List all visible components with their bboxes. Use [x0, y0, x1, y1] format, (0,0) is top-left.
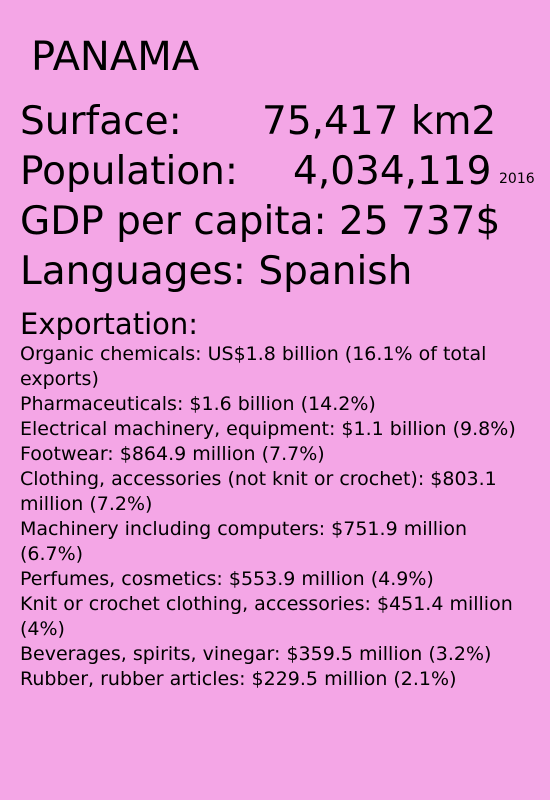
export-item: Organic chemicals: US$1.8 billion (16.1%… [20, 343, 487, 390]
export-item: Pharmaceuticals: $1.6 billion (14.2%) [20, 393, 376, 415]
export-item: Rubber, rubber articles: $229.5 million … [20, 668, 457, 690]
country-name: PANAMA [31, 34, 200, 80]
export-item: Beverages, spirits, vinegar: $359.5 mill… [20, 643, 492, 665]
population-label: Population: [20, 149, 239, 194]
languages: Languages: Spanish [20, 249, 413, 294]
population-value: 4,034,119 [293, 149, 492, 194]
gdp-per-capita: GDP per capita: 25 737$ [20, 199, 501, 244]
export-item: Machinery including computers: $751.9 mi… [20, 518, 467, 565]
export-item: Perfumes, cosmetics: $553.9 million (4.9… [20, 568, 434, 590]
surface-label: Surface: [20, 99, 182, 144]
export-item: Electrical machinery, equipment: $1.1 bi… [20, 418, 516, 440]
population-year: 2016 [499, 171, 535, 187]
export-item: Clothing, accessories (not knit or croch… [20, 468, 497, 515]
export-item: Knit or crochet clothing, accessories: $… [20, 593, 513, 640]
exportation-list: Organic chemicals: US$1.8 billion (16.1%… [20, 342, 530, 692]
export-item: Footwear: $864.9 million (7.7%) [20, 443, 325, 465]
exportation-heading: Exportation: [20, 307, 199, 341]
surface-value: 75,417 km2 [262, 99, 497, 144]
